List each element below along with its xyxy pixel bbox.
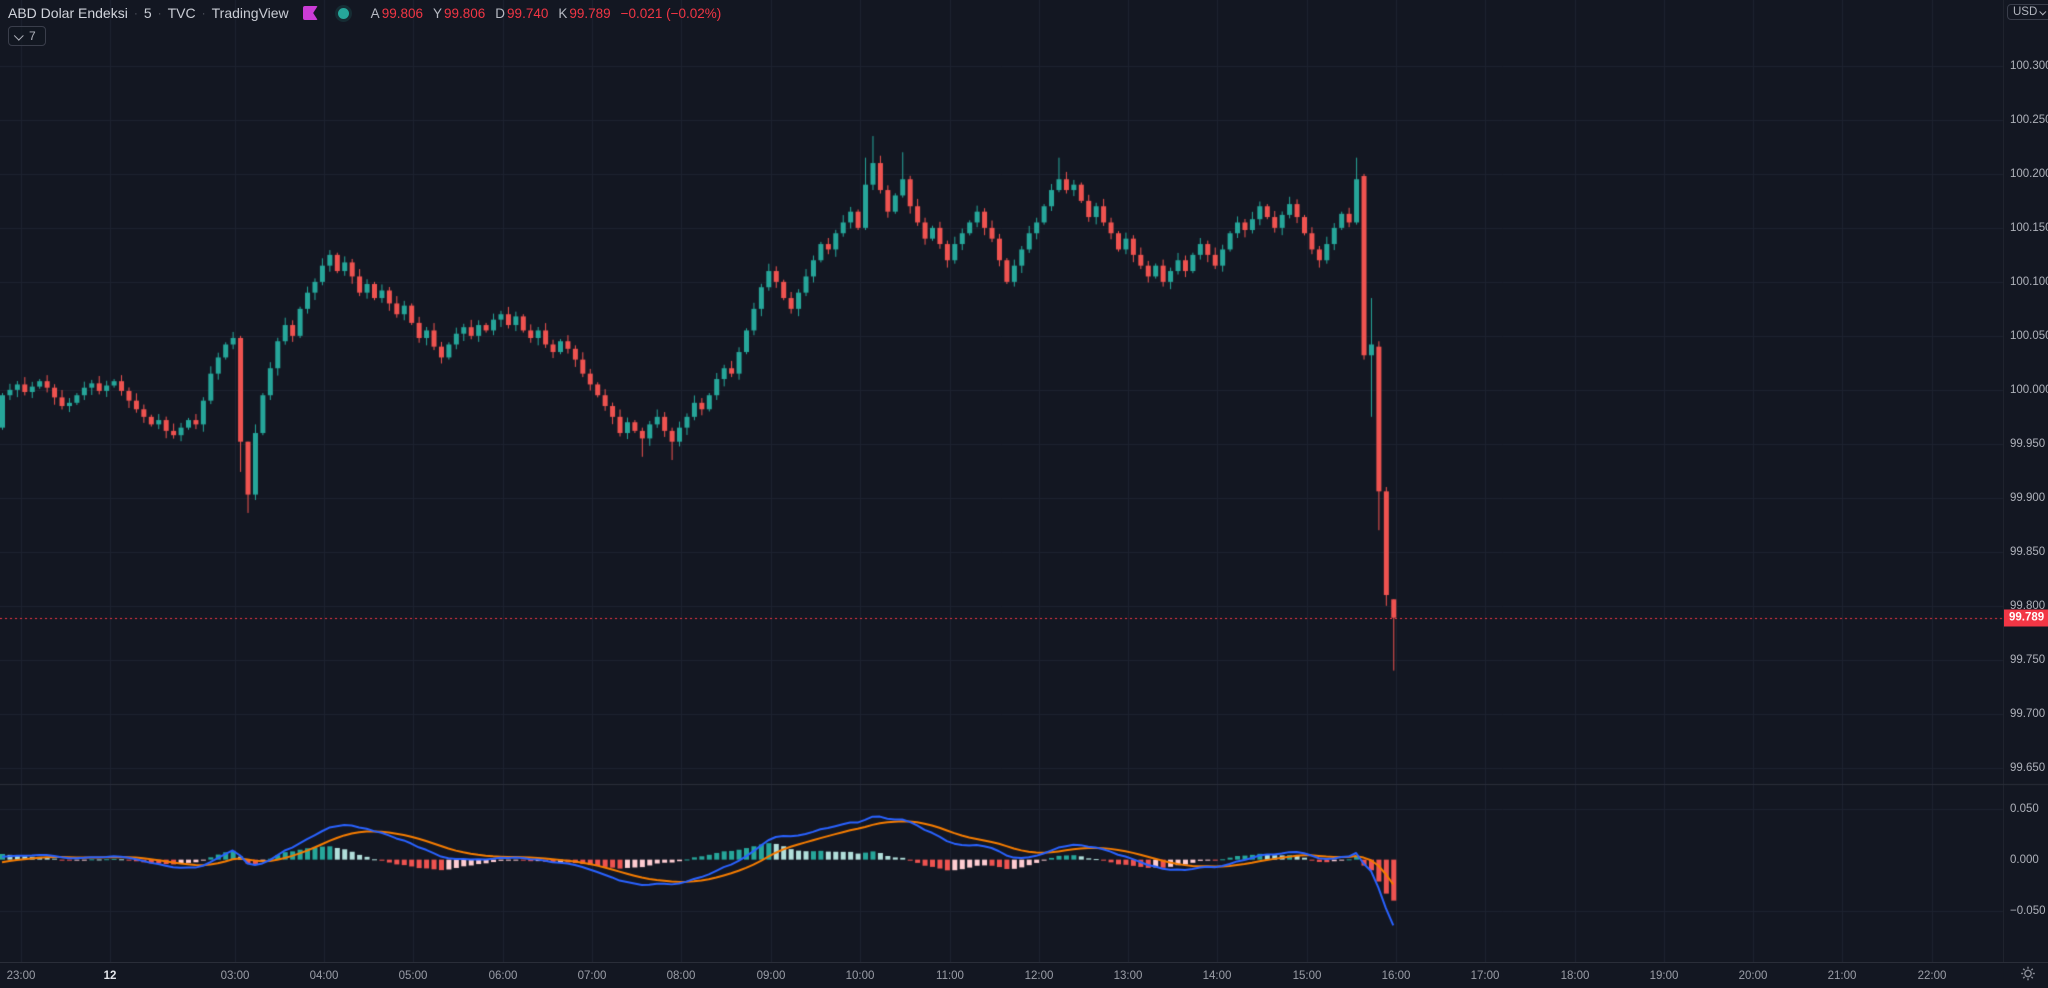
- time-tick-label: 17:00: [1470, 969, 1500, 982]
- time-tick-label: 14:00: [1202, 969, 1232, 982]
- high-value: 99.806: [444, 5, 486, 21]
- price-tick-label: 99.750: [2010, 653, 2046, 666]
- legend-collapse-toggle[interactable]: 7: [8, 26, 46, 46]
- indicator-tick-label: 0.000: [2010, 853, 2039, 866]
- chevron-down-icon: [13, 30, 24, 41]
- legend-separator: ·: [133, 6, 138, 20]
- change-value: −0.021 (−0.02%): [620, 5, 722, 21]
- symbol-legend: ABD Dolar Endeksi · 5 · TVC · TradingVie…: [8, 5, 721, 21]
- time-tick-label: 03:00: [220, 969, 250, 982]
- hidden-series-count: 7: [29, 29, 36, 43]
- indicator-tick-label: 0.050: [2010, 802, 2039, 815]
- time-tick-label: 20:00: [1738, 969, 1768, 982]
- time-tick-label: 06:00: [488, 969, 518, 982]
- time-tick-label: 05:00: [398, 969, 428, 982]
- close-label: K: [558, 5, 568, 21]
- price-tick-label: 99.700: [2010, 707, 2046, 720]
- high-label: Y: [432, 5, 442, 21]
- time-tick-label: 12:00: [1024, 969, 1054, 982]
- settings-gear-icon: [2021, 966, 2035, 980]
- price-tick-label: 99.800: [2010, 599, 2046, 612]
- price-tick-label: 100.250: [2010, 113, 2048, 126]
- price-axis[interactable]: USD 100.300 100.250 100.200 100.150 100.100 1…: [2003, 0, 2048, 962]
- open-label: A: [370, 5, 380, 21]
- time-tick-label: 16:00: [1381, 969, 1411, 982]
- legend-separator: ·: [157, 6, 162, 20]
- interval-label[interactable]: 5: [143, 5, 152, 21]
- price-tick-label: 100.150: [2010, 221, 2048, 234]
- open-value: 99.806: [381, 5, 423, 21]
- time-tick-label: 10:00: [845, 969, 875, 982]
- time-tick-label: 09:00: [756, 969, 786, 982]
- time-tick-label: 11:00: [936, 969, 964, 982]
- exchange-label: TVC: [167, 5, 196, 21]
- currency-label: USD: [2013, 6, 2038, 18]
- ohlc-values: A 99.806 Y 99.806 D 99.740 K 99.789 −0.021 (…: [371, 6, 722, 21]
- price-tick-label: 100.100: [2010, 275, 2048, 288]
- price-tick-label: 100.200: [2010, 167, 2048, 180]
- price-tick-label: 100.300: [2010, 59, 2048, 72]
- price-tick-label: 99.650: [2010, 761, 2046, 774]
- time-tick-label: 22:00: [1917, 969, 1947, 982]
- time-tick-label: 08:00: [666, 969, 696, 982]
- time-tick-label: 07:00: [577, 969, 607, 982]
- low-label: D: [495, 5, 506, 21]
- time-tick-label: 13:00: [1113, 969, 1143, 982]
- flag-icon[interactable]: [302, 6, 318, 20]
- price-tick-label: 99.900: [2010, 491, 2046, 504]
- price-tick-label: 99.850: [2010, 545, 2046, 558]
- symbol-title[interactable]: ABD Dolar Endeksi: [8, 5, 128, 21]
- low-value: 99.740: [507, 5, 549, 21]
- time-tick-label: 23:00: [6, 969, 36, 982]
- indicator-tick-label: −0.050: [2010, 904, 2046, 917]
- market-status-dot-icon[interactable]: [337, 7, 349, 19]
- provider-label: TradingView: [211, 5, 289, 21]
- time-tick-label: 12: [103, 969, 117, 982]
- price-tick-label: 99.950: [2010, 437, 2046, 450]
- time-axis[interactable]: 23:00 12 03:00 04:00 05:00 06:00 07:00 08:00 09:…: [0, 962, 2048, 988]
- time-tick-label: 18:00: [1560, 969, 1590, 982]
- price-tick-label: 100.050: [2010, 329, 2048, 342]
- time-tick-label: 04:00: [309, 969, 339, 982]
- close-value: 99.789: [569, 5, 611, 21]
- last-price-badge: 99.789: [2004, 609, 2048, 627]
- time-tick-label: 19:00: [1649, 969, 1679, 982]
- time-tick-label: 15:00: [1292, 969, 1322, 982]
- price-tick-label: 100.000: [2010, 383, 2048, 396]
- time-tick-label: 21:00: [1827, 969, 1857, 982]
- axis-settings-button[interactable]: [2020, 965, 2036, 986]
- legend-separator: ·: [201, 6, 206, 20]
- chevron-down-icon: [2039, 7, 2047, 15]
- currency-selector[interactable]: USD: [2007, 4, 2048, 20]
